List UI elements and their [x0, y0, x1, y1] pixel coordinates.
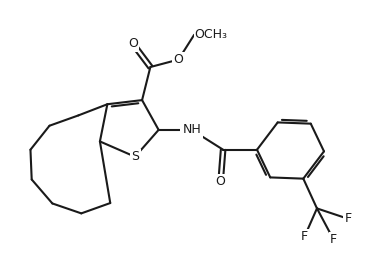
Text: S: S [131, 150, 139, 163]
Text: NH: NH [182, 123, 201, 136]
Text: O: O [174, 53, 183, 66]
Text: O: O [216, 175, 225, 188]
Text: OCH₃: OCH₃ [194, 28, 227, 41]
Text: O: O [128, 37, 138, 50]
Text: F: F [344, 212, 351, 225]
Text: F: F [330, 233, 337, 246]
Text: F: F [301, 230, 308, 243]
